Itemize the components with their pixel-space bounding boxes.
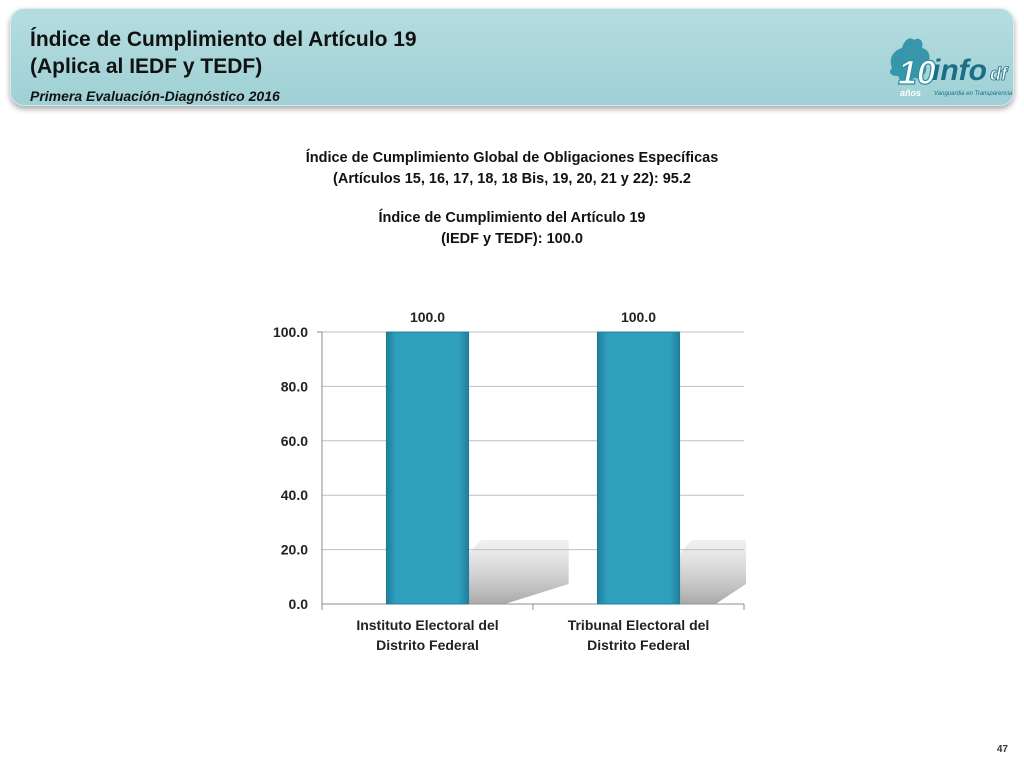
article-index-line-1: Índice de Cumplimiento del Artículo 19 bbox=[378, 210, 646, 226]
bar-shadow bbox=[679, 540, 746, 604]
logo-tagline: Vanguardia en Transparencia bbox=[934, 91, 1013, 97]
title-line-2: (Aplica al IEDF y TEDF) bbox=[30, 55, 263, 78]
y-tick-label: 60.0 bbox=[281, 433, 308, 449]
logo-number: 10 bbox=[898, 54, 936, 92]
y-tick-label: 40.0 bbox=[281, 487, 308, 503]
logo-brand: info bbox=[932, 54, 987, 87]
y-tick-label: 100.0 bbox=[273, 324, 308, 340]
global-index-heading: Índice de Cumplimiento Global de Obligac… bbox=[212, 148, 812, 190]
infodf-logo: 10 info df años Vanguardia en Transparen… bbox=[890, 38, 1013, 98]
article-index-line-2: (IEDF y TEDF): 100.0 bbox=[441, 231, 583, 247]
bar bbox=[596, 331, 681, 605]
title-line-1: Índice de Cumplimiento del Artículo 19 bbox=[30, 28, 417, 51]
page-title: Índice de Cumplimiento del Artículo 19 (… bbox=[30, 26, 417, 80]
header-banner: Índice de Cumplimiento del Artículo 19 (… bbox=[10, 8, 1014, 106]
logo-anos: años bbox=[900, 88, 921, 98]
global-index-line-2: (Artículos 15, 16, 17, 18, 18 Bis, 19, 2… bbox=[333, 171, 691, 187]
y-tick-label: 80.0 bbox=[281, 378, 308, 394]
logo-brand-suffix: df bbox=[990, 64, 1009, 84]
x-category-label: Distrito Federal bbox=[376, 637, 479, 653]
page-number: 47 bbox=[996, 744, 1008, 755]
y-tick-label: 20.0 bbox=[281, 542, 308, 558]
global-index-line-1: Índice de Cumplimiento Global de Obligac… bbox=[305, 150, 719, 166]
x-category-label: Distrito Federal bbox=[587, 637, 690, 653]
bar-shadow bbox=[468, 540, 569, 604]
bar-data-label: 100.0 bbox=[621, 309, 656, 325]
article-index-heading: Índice de Cumplimiento del Artículo 19 (… bbox=[212, 208, 812, 250]
page-subtitle: Primera Evaluación-Diagnóstico 2016 bbox=[30, 88, 280, 104]
x-category-label: Tribunal Electoral del bbox=[568, 617, 710, 633]
y-tick-label: 0.0 bbox=[289, 596, 309, 612]
bar bbox=[385, 331, 470, 605]
map-icon bbox=[890, 38, 930, 82]
x-category-label: Instituto Electoral del bbox=[356, 617, 498, 633]
bar-data-label: 100.0 bbox=[410, 309, 445, 325]
